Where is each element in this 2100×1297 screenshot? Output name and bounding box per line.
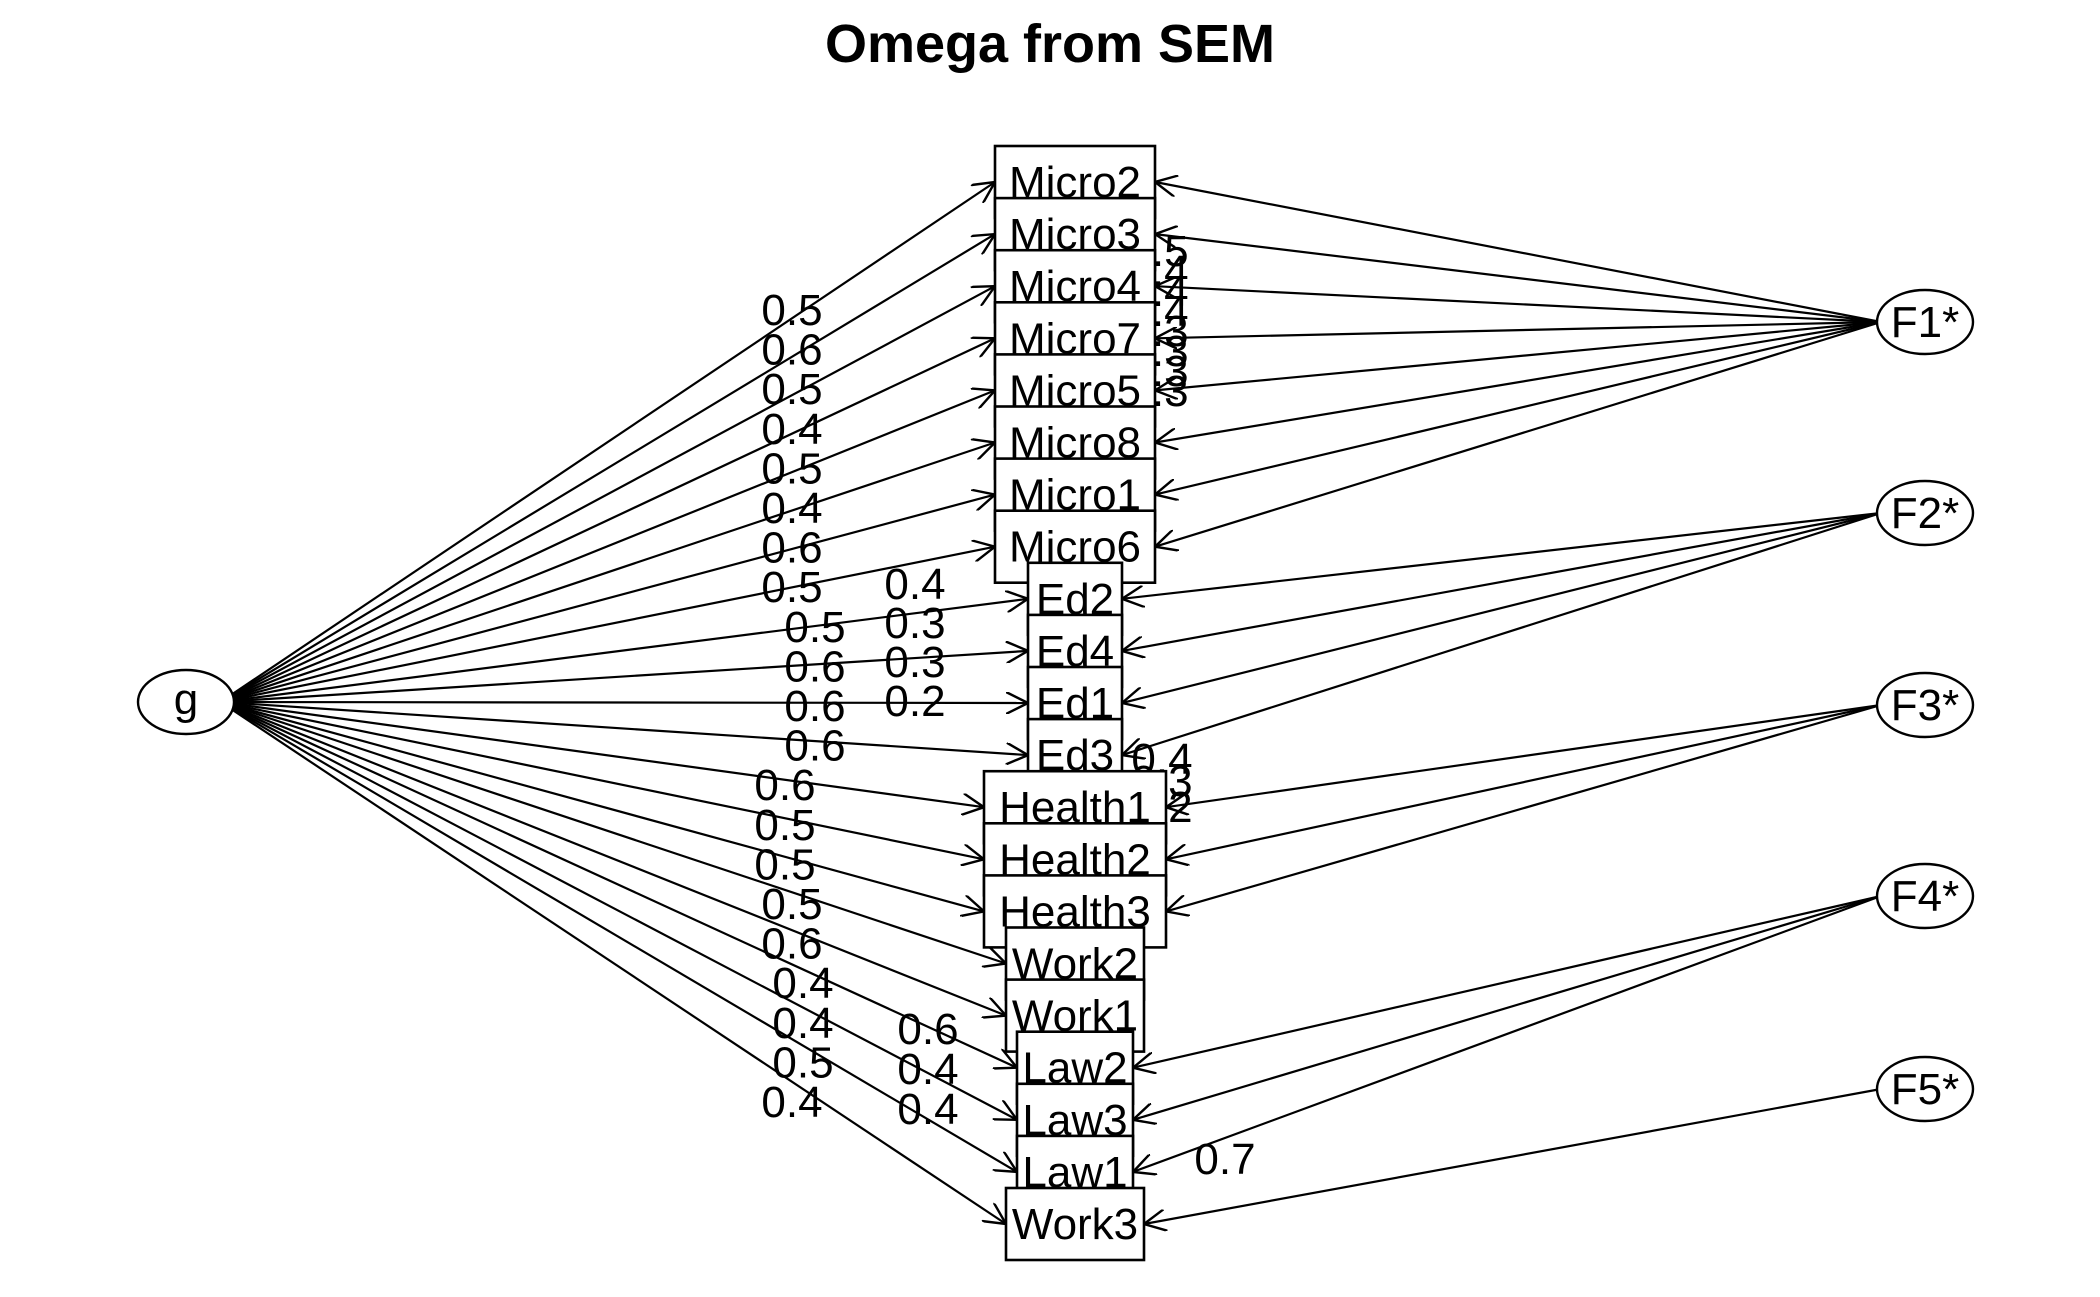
edge-f4-star-law2 <box>1133 894 1882 1068</box>
edge-f1-star-micro5 <box>1155 320 1882 390</box>
general-factor-label: g <box>174 675 198 724</box>
loading-label-g-ed1: 0.6 <box>784 682 845 731</box>
loading-label-g-law3: 0.4 <box>772 999 833 1048</box>
group-factor-label: F1* <box>1891 298 1959 347</box>
edge-g-micro8 <box>220 443 995 704</box>
edge-f1-star-micro8 <box>1155 320 1882 443</box>
group-factor-node-f4-star: F4* <box>1875 862 1975 930</box>
loading-label-g-health3: 0.5 <box>754 840 815 889</box>
edge-f1-star-micro3 <box>1155 234 1882 324</box>
edge-f3-star-health1 <box>1166 703 1882 807</box>
loading-label-g-health1: 0.6 <box>754 761 815 810</box>
edges-layer <box>219 182 1882 1224</box>
general-factor-node: g <box>136 668 236 736</box>
edge-f4-star-law1 <box>1133 894 1882 1172</box>
general-factor-ellipse <box>136 668 236 736</box>
edge-f3-star-health2 <box>1166 703 1882 859</box>
loading-label-g-law1: 0.5 <box>772 1038 833 1087</box>
loading-label-f2-star-ed3: 0.2 <box>884 677 945 726</box>
edge-g-micro2 <box>219 182 995 703</box>
edge-g-micro5 <box>220 390 995 704</box>
edge-f3-star-health3 <box>1166 703 1882 911</box>
edge-f1-star-micro2 <box>1155 182 1882 324</box>
loading-label-f5-star-work3: 0.7 <box>1194 1135 1255 1184</box>
group-factor-node-f3-star: F3* <box>1875 671 1975 739</box>
indicator-label: Work3 <box>1012 1200 1138 1249</box>
group-factor-label: F3* <box>1891 681 1959 730</box>
diagram-title: Omega from SEM <box>825 14 1275 74</box>
edge-f2-star-ed4 <box>1122 511 1882 651</box>
group-factor-label: F4* <box>1891 872 1959 921</box>
loading-label-f4-star-law2: 0.6 <box>897 1005 958 1054</box>
loading-label-g-micro3: 0.6 <box>761 326 822 375</box>
loading-label-g-micro6: 0.5 <box>761 563 822 612</box>
indicator-box <box>1004 1186 1146 1262</box>
edge-g-micro7 <box>220 338 995 703</box>
loading-label-g-micro2: 0.5 <box>761 286 822 335</box>
group-factor-ellipse <box>1875 671 1975 739</box>
edge-g-micro4 <box>220 286 995 703</box>
edge-f4-star-law3 <box>1133 894 1882 1120</box>
group-factor-ellipse <box>1875 479 1975 547</box>
edge-f5-star-work3 <box>1144 1087 1882 1224</box>
edge-g-work2 <box>220 700 1006 964</box>
edge-g-ed3 <box>220 700 1028 755</box>
indicator-node-work3: Work3 <box>1004 1186 1146 1262</box>
edge-g-health2 <box>220 700 984 859</box>
edge-f2-star-ed3 <box>1122 511 1882 755</box>
loading-label-g-ed4: 0.6 <box>784 642 845 691</box>
group-factor-label: F5* <box>1891 1065 1959 1114</box>
loading-label-f2-star-ed4: 0.3 <box>884 599 945 648</box>
loading-label-f2-star-ed1: 0.3 <box>884 638 945 687</box>
loading-label-g-law2: 0.4 <box>772 959 833 1008</box>
group-factor-ellipse <box>1875 288 1975 356</box>
edge-g-law2 <box>220 701 1017 1068</box>
loading-label-g-micro4: 0.5 <box>761 365 822 414</box>
group-factor-ellipse <box>1875 862 1975 930</box>
loading-label-g-health2: 0.5 <box>754 801 815 850</box>
edge-g-micro6 <box>220 547 995 704</box>
edge-g-health1 <box>220 700 984 807</box>
loading-label-f4-star-law1: 0.4 <box>897 1085 958 1134</box>
loading-label-g-work2: 0.5 <box>761 880 822 929</box>
edge-f2-star-ed1 <box>1122 511 1882 703</box>
loading-label-g-work3: 0.4 <box>761 1078 822 1127</box>
edge-f1-star-micro4 <box>1155 286 1882 324</box>
edge-g-health3 <box>220 700 984 911</box>
edge-f1-star-micro1 <box>1155 320 1882 495</box>
loading-label-f4-star-law3: 0.4 <box>897 1045 958 1094</box>
edge-g-work1 <box>220 700 1006 1016</box>
loading-label-g-micro1: 0.6 <box>761 524 822 573</box>
edge-g-micro1 <box>220 495 995 704</box>
loading-label-g-ed2: 0.5 <box>784 603 845 652</box>
edge-g-ed1 <box>220 702 1028 703</box>
edge-g-micro3 <box>219 234 995 703</box>
loading-label-g-micro7: 0.4 <box>761 405 822 454</box>
loading-label-g-micro5: 0.5 <box>761 444 822 493</box>
edge-g-law3 <box>220 701 1017 1120</box>
group-factor-label: F2* <box>1891 489 1959 538</box>
loading-label-f2-star-ed2: 0.4 <box>884 560 945 609</box>
edge-g-ed2 <box>220 599 1028 704</box>
edge-g-ed4 <box>220 651 1028 704</box>
loading-label-g-micro8: 0.4 <box>761 484 822 533</box>
loading-label-g-ed3: 0.6 <box>784 722 845 771</box>
edge-g-work3 <box>219 701 1006 1224</box>
group-factor-node-f2-star: F2* <box>1875 479 1975 547</box>
loading-label-g-work1: 0.6 <box>761 920 822 969</box>
group-factor-ellipse <box>1875 1055 1975 1123</box>
edge-g-law1 <box>220 701 1017 1172</box>
edge-f1-star-micro7 <box>1155 320 1882 338</box>
nodes-layer: Micro2Micro3Micro4Micro7Micro5Micro8Micr… <box>136 144 1975 1262</box>
edge-f2-star-ed2 <box>1122 511 1882 599</box>
group-factor-node-f1-star: F1* <box>1875 288 1975 356</box>
group-factor-node-f5-star: F5* <box>1875 1055 1975 1123</box>
edge-f1-star-micro6 <box>1155 320 1882 547</box>
